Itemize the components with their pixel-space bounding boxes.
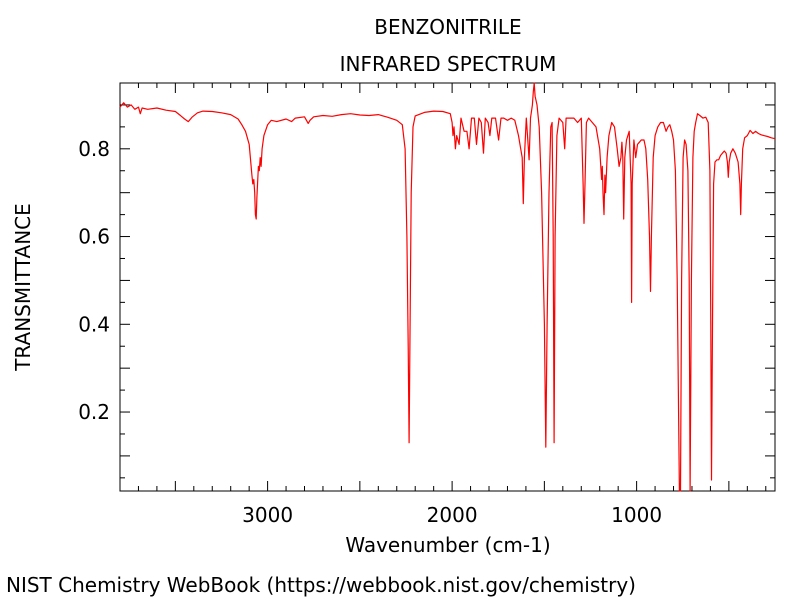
axis-ticks bbox=[120, 83, 775, 491]
spectrum-line bbox=[119, 82, 776, 492]
source-credit: NIST Chemistry WebBook (https://webbook.… bbox=[6, 573, 636, 597]
chart-title: BENZONITRILE bbox=[374, 15, 521, 39]
x-tick-labels: 3000 2000 1000 bbox=[242, 503, 662, 527]
y-tick-label: 0.4 bbox=[78, 312, 110, 336]
y-tick-label: 0.8 bbox=[78, 137, 110, 161]
plot-area bbox=[119, 82, 776, 492]
plot-frame bbox=[119, 82, 776, 492]
x-tick-label: 1000 bbox=[611, 503, 662, 527]
y-axis-label: TRANSMITTANCE bbox=[11, 203, 35, 372]
x-axis-label: Wavenumber (cm-1) bbox=[345, 533, 550, 557]
x-tick-label: 2000 bbox=[427, 503, 478, 527]
y-tick-label: 0.2 bbox=[78, 400, 110, 424]
x-tick-label: 3000 bbox=[242, 503, 293, 527]
y-tick-labels: 0.8 0.6 0.4 0.2 bbox=[78, 137, 110, 424]
chart-subtitle: INFRARED SPECTRUM bbox=[340, 52, 557, 76]
y-tick-label: 0.6 bbox=[78, 225, 110, 249]
